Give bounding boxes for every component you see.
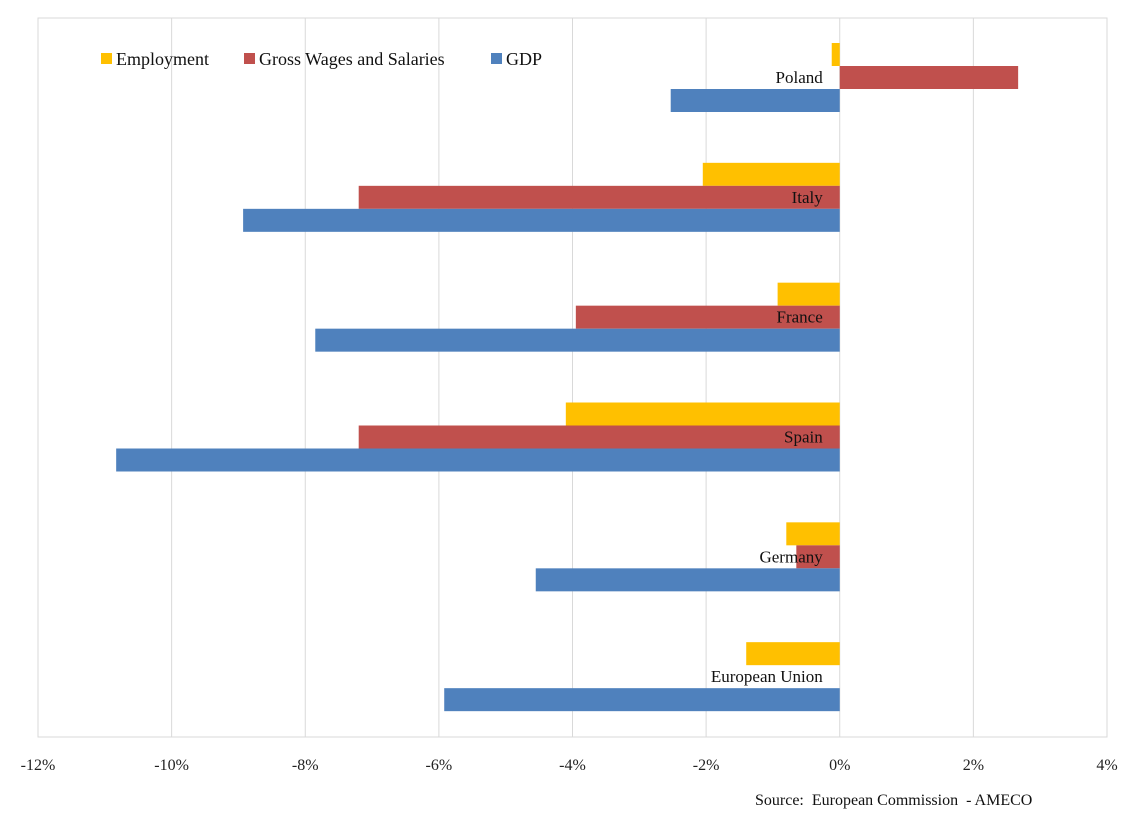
bar-employment-european-union [746, 642, 840, 666]
bar-gdp-poland [670, 89, 840, 112]
category-label: France [776, 308, 822, 327]
bar-employment-germany [786, 522, 840, 546]
source-note: Source: European Commission - AMECO [755, 792, 1033, 809]
x-tick-label: -12% [21, 757, 56, 774]
bar-gdp-france [315, 328, 840, 352]
bar-gdp-european-union [444, 688, 840, 712]
x-tick-label: 2% [963, 757, 984, 774]
bar-employment-spain [565, 402, 840, 426]
x-tick-label: -10% [154, 757, 189, 774]
category-label: European Union [711, 667, 823, 686]
x-tick-label: -4% [559, 757, 586, 774]
bar-gross-wages-and-salaries-poland [839, 66, 1019, 89]
bar-gdp-germany [535, 568, 840, 592]
x-tick-label: -8% [292, 757, 319, 774]
x-tick-label: 0% [829, 757, 850, 774]
category-labels: Poland Italy France Spain Germany European Un… [711, 68, 823, 686]
legend-swatch [244, 53, 255, 64]
bar-gross-wages-and-salaries-italy [358, 185, 840, 209]
bar-employment-italy [702, 162, 840, 186]
legend-label: GDP [506, 49, 542, 69]
x-tick-label: -6% [426, 757, 453, 774]
legend-swatch [491, 53, 502, 64]
x-axis-tick-labels: -12% -10% -8% -6% -4% -2% 0% 2% 4% [21, 757, 1118, 774]
bar-employment-france [777, 282, 840, 306]
category-label: Germany [759, 547, 823, 566]
bar-gdp-italy [243, 208, 840, 232]
bar-gross-wages-and-salaries-germany [796, 545, 840, 569]
legend: Employment Gross Wages and Salaries GDP [101, 49, 542, 69]
x-tick-label: -2% [693, 757, 720, 774]
bar-gdp-spain [116, 448, 840, 472]
legend-swatch [101, 53, 112, 64]
category-label: Spain [784, 428, 823, 447]
category-label: Poland [776, 68, 824, 87]
legend-label: Employment [116, 49, 209, 69]
category-label: Italy [792, 188, 824, 207]
x-tick-label: 4% [1096, 757, 1117, 774]
legend-label: Gross Wages and Salaries [259, 49, 445, 69]
bar-employment-poland [831, 43, 840, 66]
bar-gross-wages-and-salaries-france [575, 305, 840, 329]
bars [116, 43, 1019, 712]
bar-gross-wages-and-salaries-spain [358, 425, 840, 449]
gridlines [171, 18, 974, 737]
